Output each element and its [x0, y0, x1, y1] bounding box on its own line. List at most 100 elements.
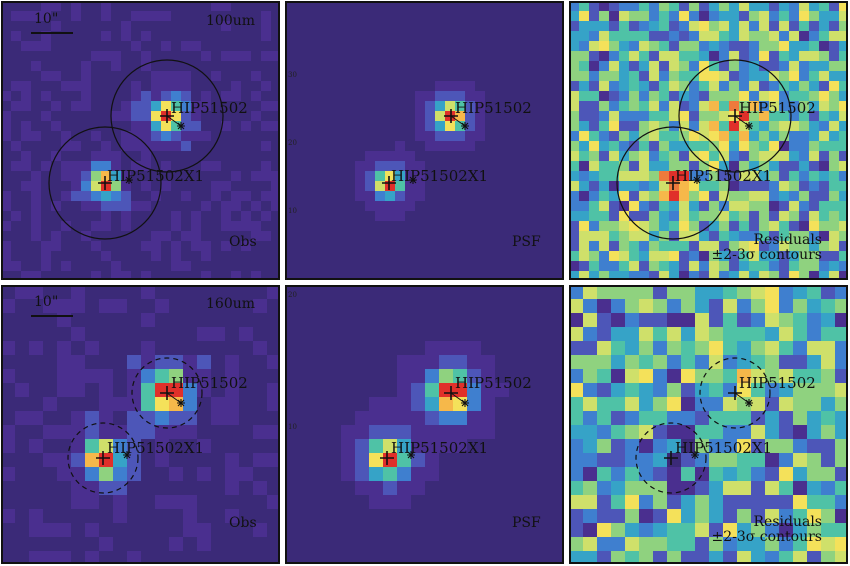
heatmap-cell: [495, 251, 506, 262]
heatmap-cell: [1, 81, 12, 92]
heatmap-cell: [535, 141, 546, 152]
heatmap-cell: [453, 551, 468, 564]
heatmap-cell: [231, 21, 242, 32]
heatmap-cell: [537, 285, 552, 300]
heatmap-cell: [765, 411, 780, 426]
heatmap-cell: [183, 425, 198, 440]
heatmap-cell: [211, 383, 226, 398]
heatmap-cell: [131, 251, 142, 262]
heatmap-cell: [345, 81, 356, 92]
heatmap-cell: [555, 201, 564, 212]
heatmap-cell: [583, 383, 598, 398]
heatmap-cell: [819, 171, 830, 182]
heatmap-cell: [345, 261, 356, 272]
heatmap-cell: [285, 101, 296, 112]
heatmap-cell: [699, 141, 710, 152]
heatmap-cell: [751, 383, 766, 398]
heatmap-cell: [809, 261, 820, 272]
heatmap-cell: [475, 61, 486, 72]
heatmap-cell: [299, 355, 314, 370]
heatmap-cell: [51, 191, 62, 202]
heatmap-cell: [345, 131, 356, 142]
heatmap-cell: [535, 241, 546, 252]
heatmap-cell: [709, 341, 724, 356]
heatmap-cell: [679, 101, 690, 112]
heatmap-cell: [251, 21, 262, 32]
heatmap-cell: [295, 201, 306, 212]
heatmap-cell: [515, 141, 526, 152]
heatmap-cell: [395, 61, 406, 72]
heatmap-cell: [793, 397, 808, 412]
heatmap-cell: [569, 467, 584, 482]
heatmap-cell: [345, 231, 356, 242]
heatmap-cell: [239, 509, 254, 524]
heatmap-cell: [113, 285, 128, 300]
heatmap-cell: [57, 383, 72, 398]
heatmap-cell: [111, 251, 122, 262]
heatmap-cell: [769, 41, 780, 52]
heatmap-cell: [1, 131, 12, 142]
heatmap-cell: [739, 251, 750, 262]
heatmap-cell: [151, 1, 162, 12]
heatmap-cell: [453, 383, 468, 398]
heatmap-cell: [57, 467, 72, 482]
heatmap-cell: [475, 201, 486, 212]
heatmap-cell: [689, 121, 700, 132]
heatmap-cell: [111, 101, 122, 112]
heatmap-cell: [545, 161, 556, 172]
heatmap-cell: [141, 397, 156, 412]
heatmap-cell: [11, 271, 22, 280]
heatmap-cell: [769, 191, 780, 202]
heatmap-cell: [425, 439, 440, 454]
heatmap-cell: [327, 495, 342, 510]
heatmap-cell: [141, 91, 152, 102]
heatmap-cell: [121, 91, 132, 102]
heatmap-cell: [251, 81, 262, 92]
heatmap-cell: [455, 131, 466, 142]
heatmap-cell: [569, 221, 580, 232]
heatmap-cell: [611, 495, 626, 510]
heatmap-cell: [211, 181, 222, 192]
heatmap-cell: [729, 241, 740, 252]
heatmap-cell: [749, 101, 760, 112]
heatmap-cell: [809, 131, 820, 142]
heatmap-cell: [625, 523, 640, 538]
heatmap-cell: [445, 141, 456, 152]
heatmap-cell: [335, 41, 346, 52]
heatmap-cell: [709, 523, 724, 538]
heatmap-cell: [383, 397, 398, 412]
heatmap-cell: [689, 241, 700, 252]
heatmap-cell: [369, 397, 384, 412]
heatmap-cell: [121, 271, 132, 280]
heatmap-cell: [749, 211, 760, 222]
heatmap-cell: [221, 1, 232, 12]
heatmap-cell: [669, 101, 680, 112]
heatmap-cell: [505, 131, 516, 142]
heatmap-cell: [285, 151, 296, 162]
heatmap-cell: [829, 91, 840, 102]
heatmap-cell: [759, 81, 770, 92]
heatmap-cell: [295, 211, 306, 222]
heatmap-cell: [169, 383, 184, 398]
heatmap-cell: [241, 101, 252, 112]
heatmap-cell: [253, 299, 268, 314]
heatmap-cell: [71, 1, 82, 12]
heatmap-cell: [327, 551, 342, 564]
heatmap-cell: [181, 131, 192, 142]
heatmap-cell: [239, 299, 254, 314]
heatmap-cell: [171, 251, 182, 262]
heatmap-cell: [439, 551, 454, 564]
heatmap-cell: [211, 341, 226, 356]
heatmap-cell: [71, 191, 82, 202]
heatmap-cell: [551, 537, 564, 552]
heatmap-cell: [415, 191, 426, 202]
heatmap-cell: [395, 31, 406, 42]
heatmap-cell: [397, 509, 412, 524]
heatmap-cell: [51, 81, 62, 92]
heatmap-cell: [821, 537, 836, 552]
heatmap-cell: [161, 211, 172, 222]
heatmap-cell: [759, 211, 770, 222]
heatmap-cell: [183, 481, 198, 496]
heatmap-cell: [411, 299, 426, 314]
heatmap-cell: [383, 537, 398, 552]
